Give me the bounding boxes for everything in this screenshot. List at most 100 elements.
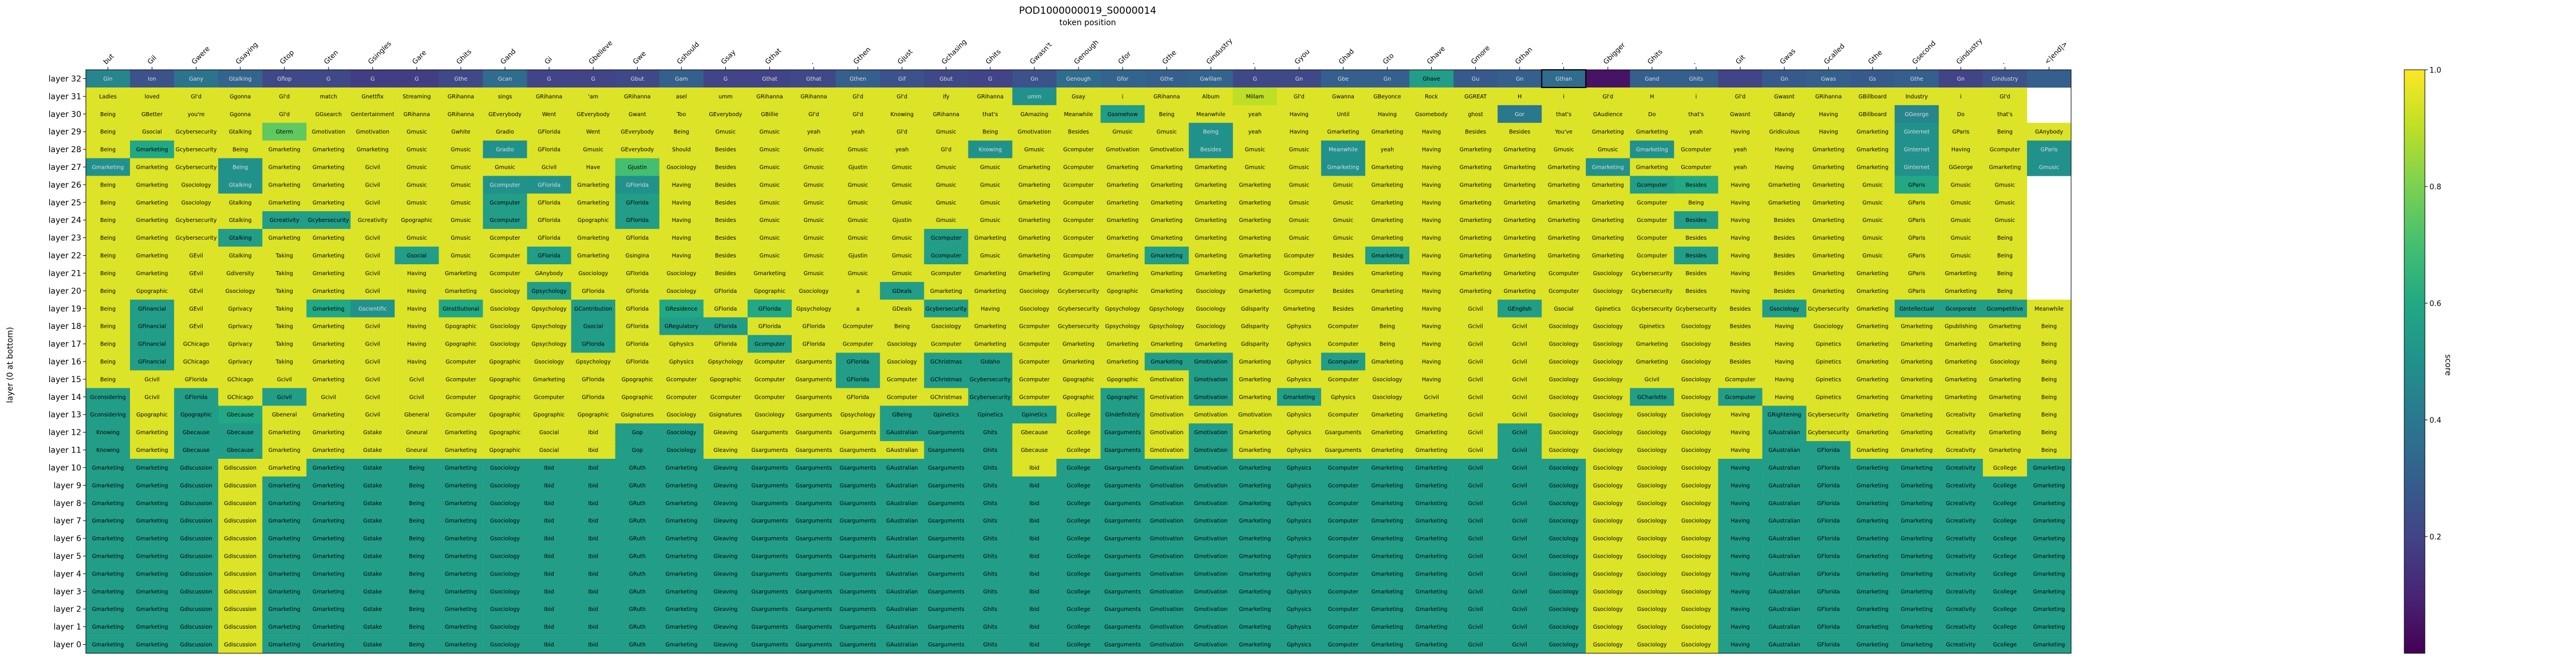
- heatmap-cell: Gbecause: [1012, 441, 1057, 459]
- heatmap-cell-label: Gcybersecurity: [176, 147, 217, 153]
- heatmap-cell-label: Gmotivation: [1194, 536, 1227, 542]
- heatmap-cell: Gsarguments: [836, 618, 880, 636]
- heatmap-cell: Gleaving: [703, 476, 748, 495]
- heatmap-cell: Gcivil: [1453, 299, 1498, 318]
- heatmap-cell: Gpsychology: [703, 352, 748, 371]
- heatmap-cell-label: Gpsychology: [1149, 306, 1185, 312]
- heatmap-cell-label: Gentertainment: [351, 112, 394, 118]
- heatmap-cell: Gn: [1365, 70, 1410, 88]
- heatmap-cell-label: Gcollege: [1993, 518, 2017, 525]
- heatmap-cell-fill: [438, 193, 483, 212]
- heatmap-cell-label: Besides: [1730, 342, 1751, 348]
- heatmap-cell-fill: [262, 70, 307, 88]
- heatmap-cell: Gmarketing: [130, 529, 175, 547]
- heatmap-cell: Having: [1718, 565, 1763, 583]
- heatmap-cell: Gmarketing: [1498, 247, 1542, 265]
- heatmap-cell-fill: [1762, 193, 1807, 212]
- heatmap-cell-label: Gcomputer: [754, 394, 785, 400]
- heatmap-cell-label: Having: [1730, 606, 1749, 613]
- heatmap-cell-label: Gmotivation: [1194, 589, 1227, 595]
- heatmap-cell-label: Ibid: [588, 536, 599, 542]
- heatmap-cell-label: Having: [1422, 288, 1441, 295]
- heatmap-cell-label: Gmusic: [1862, 217, 1882, 224]
- heatmap-cell: Gmusic: [924, 122, 969, 141]
- heatmap-cell: GChristmas: [924, 352, 969, 371]
- y-tick-label: layer 22: [49, 252, 81, 261]
- heatmap-cell-label: Ghits: [983, 554, 998, 560]
- heatmap-cell-label: Gphysics: [1287, 571, 1311, 577]
- heatmap-cell: Gmotivation: [1144, 511, 1189, 530]
- heatmap-cell: Besides: [1321, 281, 1366, 300]
- heatmap-cell: Gmarketing: [1453, 281, 1498, 300]
- heatmap-cell-fill: [1586, 140, 1630, 158]
- heatmap-cell-fill: [659, 193, 704, 212]
- heatmap-cell-label: Gmarketing: [1018, 253, 1050, 259]
- heatmap-cell-label: Gcybersecurity: [176, 165, 217, 171]
- heatmap-cell-fill: [306, 140, 351, 158]
- heatmap-cell: GAustralian: [1762, 423, 1807, 442]
- heatmap-cell-label: Gsarguments: [1104, 465, 1141, 471]
- heatmap-cell: Gmarketing: [1232, 529, 1278, 547]
- heatmap-cell: Gmotivation: [1144, 547, 1189, 565]
- heatmap-cell: Gcreativity: [1938, 511, 1984, 530]
- heatmap-cell: Gsociology: [659, 406, 704, 424]
- heatmap-cell: Gmusic: [394, 193, 439, 212]
- heatmap-cell-label: Gsarguments: [796, 571, 832, 577]
- heatmap-cell-label: GFlorida: [1817, 501, 1840, 507]
- heatmap-cell-fill: [262, 87, 307, 106]
- heatmap-cell: Meanwhile: [1188, 105, 1234, 124]
- heatmap-cell-label: Gmarketing: [1283, 394, 1315, 400]
- heatmap-cell-label: Gmarketing: [445, 571, 477, 577]
- heatmap-cell: Besides: [1674, 264, 1718, 283]
- heatmap-cell: Gphysics: [1321, 388, 1366, 406]
- heatmap-cell: Gmusic: [836, 140, 880, 158]
- heatmap-cell-label: Gmusic: [1289, 165, 1309, 171]
- heatmap-cell: Gnettfix: [350, 87, 395, 106]
- heatmap-cell-label: Ghits: [983, 483, 998, 489]
- heatmap-cell-label: Having: [407, 271, 426, 277]
- heatmap-cell-fill: [1321, 70, 1366, 88]
- heatmap-cell-label: Gstake: [363, 571, 382, 577]
- heatmap-cell-fill: [924, 87, 969, 106]
- heatmap-cell-label: Gsociology: [1549, 342, 1579, 348]
- heatmap-cell: Ibid: [571, 441, 616, 459]
- heatmap-cell-label: Gmarketing: [136, 624, 168, 630]
- heatmap-cell-label: Gmarketing: [666, 642, 698, 648]
- heatmap-cell: Gmusic: [438, 247, 483, 265]
- heatmap-cell: Gmarketing: [1850, 406, 1895, 424]
- heatmap-cell: Gpographic: [748, 281, 792, 300]
- heatmap-cell-label: Gstake: [363, 554, 382, 560]
- heatmap-cell-label: Gcivil: [1468, 589, 1483, 595]
- heatmap-cell: Gsociology: [1630, 406, 1674, 424]
- heatmap-cell-label: Gmarketing: [1416, 642, 1448, 648]
- heatmap-cell-label: Gpographic: [622, 394, 653, 400]
- heatmap-cell: Gcivil: [1453, 511, 1498, 530]
- heatmap-cell-label: Gmarketing: [1416, 412, 1448, 418]
- heatmap-cell-fill: [483, 193, 527, 212]
- heatmap-cell: Gpographic: [483, 370, 527, 388]
- heatmap-cell: Gsociology: [1586, 281, 1630, 300]
- heatmap-cell: Gcivil: [1453, 459, 1498, 477]
- heatmap-cell-label: Gsociology: [490, 536, 520, 542]
- heatmap-cell-label: Being: [894, 324, 910, 330]
- heatmap-cell-label: GAustralian: [1768, 624, 1800, 630]
- heatmap-cell-label: Gcomputer: [1637, 235, 1667, 241]
- heatmap-cell-fill: [1144, 105, 1189, 124]
- heatmap-cell: Gdiscussion: [218, 600, 263, 618]
- heatmap-cell: Gmotivation: [1188, 423, 1234, 442]
- y-tick-label: layer 16: [49, 358, 81, 367]
- heatmap-cell: Gmotivation: [1188, 352, 1234, 371]
- heatmap-cell-fill: [262, 158, 307, 176]
- heatmap-cell-label: Gcivil: [1468, 447, 1483, 454]
- heatmap-cell-fill: [1894, 176, 1939, 194]
- heatmap-cell: GFlorida: [792, 317, 836, 335]
- heatmap-cell-fill: [571, 105, 616, 124]
- heatmap-cell: Gmarketing: [1498, 281, 1542, 300]
- heatmap-cell: Gmusic: [483, 158, 527, 176]
- heatmap-cell: Besides: [1762, 211, 1807, 229]
- heatmap-cell: Gmarketing: [2026, 494, 2072, 513]
- heatmap-cell-label: Gsomebody: [1415, 112, 1448, 118]
- heatmap-cell-label: Gcomputer: [931, 271, 961, 277]
- heatmap-cell: Gdiscussion: [174, 511, 219, 530]
- heatmap-cell: Gmarketing: [1453, 158, 1498, 176]
